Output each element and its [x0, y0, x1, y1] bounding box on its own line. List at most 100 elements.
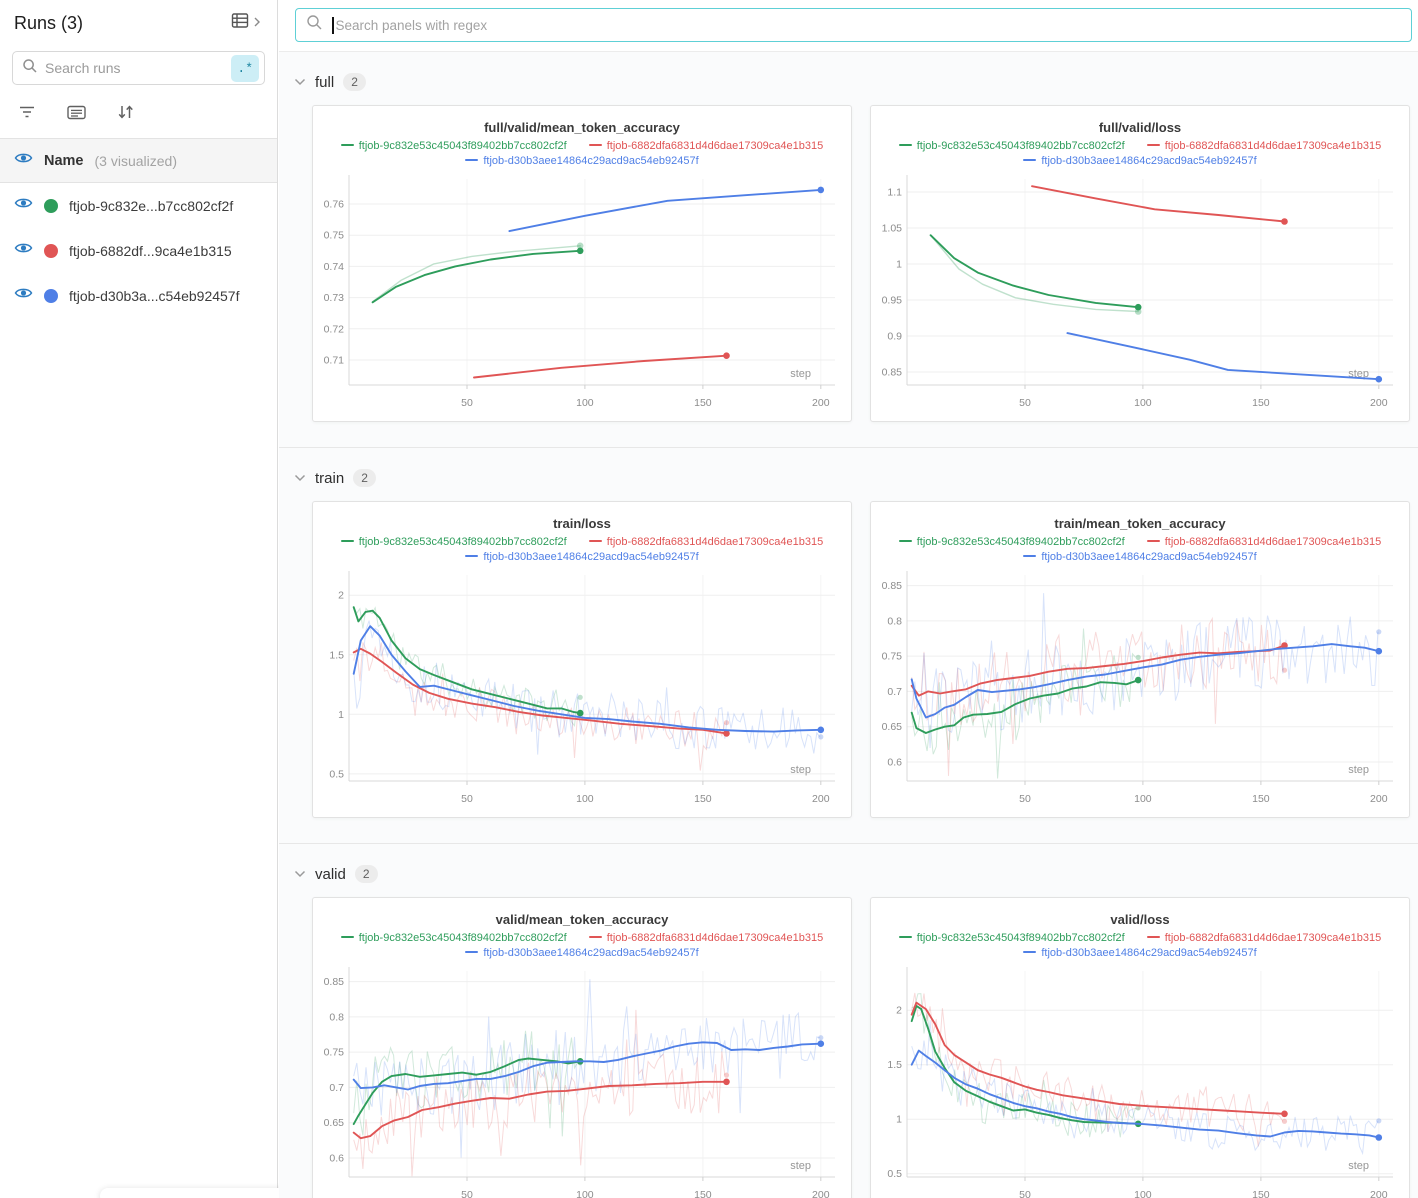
sort-icon[interactable] — [117, 104, 135, 125]
legend-entry[interactable]: ftjob-6882dfa6831d4d6dae17309ca4e1b315 — [1146, 931, 1382, 946]
chevron-down-icon[interactable] — [294, 469, 306, 487]
chart-plot[interactable]: 0.5 1 1.5 2 50 100 150 200 step — [315, 567, 849, 811]
visibility-eye-icon[interactable] — [14, 241, 33, 260]
run-row[interactable]: ftjob-d30b3a...c54eb92457f — [0, 273, 277, 318]
svg-text:0.85: 0.85 — [882, 580, 903, 592]
run-row[interactable]: ftjob-9c832e...b7cc802cf2f — [0, 183, 277, 228]
expand-table-button[interactable] — [231, 12, 261, 35]
legend-run-name: ftjob-6882dfa6831d4d6dae17309ca4e1b315 — [606, 932, 824, 944]
svg-text:200: 200 — [812, 793, 830, 805]
chart-panel[interactable]: train/loss ftjob-9c832e53c45043f89402bb7… — [312, 501, 852, 818]
chart-panel[interactable]: valid/loss ftjob-9c832e53c45043f89402bb7… — [870, 897, 1410, 1198]
panel-row: train/loss ftjob-9c832e53c45043f89402bb7… — [279, 496, 1418, 843]
chart-plot[interactable]: 0.5 1 1.5 2 50 100 150 200 step — [873, 963, 1407, 1198]
legend-entry[interactable]: ftjob-9c832e53c45043f89402bb7cc802cf2f — [898, 139, 1125, 154]
section-header[interactable]: train 2 — [279, 448, 1418, 496]
chart-panel[interactable]: full/valid/mean_token_accuracy ftjob-9c8… — [312, 105, 852, 422]
panel-sections: full 2 full/valid/mean_token_accuracy ft… — [279, 52, 1418, 1198]
svg-text:0.74: 0.74 — [324, 261, 345, 273]
filter-icon[interactable] — [18, 105, 36, 124]
regex-toggle-button[interactable]: .* — [231, 54, 259, 82]
chart-plot[interactable]: 0.6 0.65 0.7 0.75 0.8 0.85 50 100 150 200 step — [873, 567, 1407, 811]
legend-run-name: ftjob-6882dfa6831d4d6dae17309ca4e1b315 — [1164, 536, 1382, 548]
legend-entry[interactable]: ftjob-9c832e53c45043f89402bb7cc802cf2f — [898, 931, 1125, 946]
legend-swatch — [340, 143, 354, 147]
chart-legend-row-1: ftjob-9c832e53c45043f89402bb7cc802cf2f ft… — [873, 931, 1407, 946]
panel-search-bar: Search panels with regex — [279, 0, 1418, 52]
legend-entry[interactable]: ftjob-d30b3aee14864c29acd9ac54eb92457f — [1023, 550, 1257, 565]
legend-entry[interactable]: ftjob-6882dfa6831d4d6dae17309ca4e1b315 — [588, 139, 824, 154]
legend-swatch — [1023, 554, 1037, 558]
legend-entry[interactable]: ftjob-6882dfa6831d4d6dae17309ca4e1b315 — [1146, 139, 1381, 154]
chart-plot[interactable]: 0.71 0.72 0.73 0.74 0.75 0.76 50 100 150 200 step — [315, 171, 849, 415]
chart-legend-row-2: ftjob-d30b3aee14864c29acd9ac54eb92457f — [315, 946, 849, 961]
chevron-down-icon[interactable] — [294, 865, 306, 883]
section-header[interactable]: valid 2 — [279, 844, 1418, 892]
svg-text:step: step — [790, 1160, 811, 1172]
legend-entry[interactable]: ftjob-6882dfa6831d4d6dae17309ca4e1b315 — [1146, 535, 1382, 550]
legend-entry[interactable]: ftjob-d30b3aee14864c29acd9ac54eb92457f — [465, 154, 699, 169]
runs-search-input[interactable]: Search runs .* — [12, 51, 265, 85]
chart-panel[interactable]: full/valid/loss ftjob-9c832e53c45043f894… — [870, 105, 1410, 422]
run-row[interactable]: ftjob-6882df...9ca4e1b315 — [0, 228, 277, 273]
chart-panel[interactable]: train/mean_token_accuracy ftjob-9c832e53… — [870, 501, 1410, 818]
legend-entry[interactable]: ftjob-9c832e53c45043f89402bb7cc802cf2f — [340, 139, 567, 154]
legend-run-name: ftjob-6882dfa6831d4d6dae17309ca4e1b315 — [1164, 932, 1382, 944]
svg-text:0.75: 0.75 — [324, 1047, 345, 1059]
svg-text:0.75: 0.75 — [882, 651, 903, 663]
legend-entry[interactable]: ftjob-d30b3aee14864c29acd9ac54eb92457f — [465, 550, 699, 565]
search-icon — [22, 58, 38, 79]
svg-text:200: 200 — [1370, 397, 1388, 409]
runs-search-placeholder: Search runs — [45, 60, 121, 76]
legend-run-name: ftjob-9c832e53c45043f89402bb7cc802cf2f — [358, 932, 567, 944]
group-list-icon[interactable] — [67, 105, 86, 125]
chevron-down-icon[interactable] — [294, 73, 306, 91]
legend-entry[interactable]: ftjob-9c832e53c45043f89402bb7cc802cf2f — [340, 535, 567, 550]
section-count-badge: 2 — [353, 469, 376, 487]
visibility-eye-icon[interactable] — [14, 151, 33, 170]
svg-text:0.6: 0.6 — [887, 757, 902, 769]
legend-run-name: ftjob-9c832e53c45043f89402bb7cc802cf2f — [358, 140, 567, 152]
legend-entry[interactable]: ftjob-9c832e53c45043f89402bb7cc802cf2f — [340, 931, 567, 946]
chart-legend-row-2: ftjob-d30b3aee14864c29acd9ac54eb92457f — [873, 154, 1407, 169]
legend-entry[interactable]: ftjob-9c832e53c45043f89402bb7cc802cf2f — [898, 535, 1125, 550]
legend-run-name: ftjob-d30b3aee14864c29acd9ac54eb92457f — [1041, 947, 1257, 959]
legend-run-name: ftjob-d30b3aee14864c29acd9ac54eb92457f — [1041, 155, 1257, 167]
table-icon — [231, 12, 251, 35]
svg-text:2: 2 — [338, 590, 344, 602]
legend-entry[interactable]: ftjob-d30b3aee14864c29acd9ac54eb92457f — [465, 946, 699, 961]
legend-swatch — [588, 143, 602, 147]
visibility-eye-icon[interactable] — [14, 286, 33, 305]
legend-swatch — [588, 935, 602, 939]
svg-text:200: 200 — [812, 1189, 830, 1198]
panel-search-placeholder: Search panels with regex — [335, 17, 488, 33]
run-color-dot — [44, 198, 58, 213]
legend-swatch — [340, 935, 354, 939]
panel-search-input[interactable]: Search panels with regex — [295, 8, 1412, 42]
chart-panel[interactable]: valid/mean_token_accuracy ftjob-9c832e53… — [312, 897, 852, 1198]
section-count-badge: 2 — [343, 73, 366, 91]
svg-text:1: 1 — [896, 259, 902, 271]
section-label: full — [315, 73, 335, 91]
workspace-main: Search panels with regex full 2 full/val… — [279, 0, 1418, 1198]
legend-run-name: ftjob-9c832e53c45043f89402bb7cc802cf2f — [916, 536, 1125, 548]
legend-entry[interactable]: ftjob-d30b3aee14864c29acd9ac54eb92457f — [1023, 154, 1257, 169]
svg-text:100: 100 — [576, 397, 594, 409]
visibility-eye-icon[interactable] — [14, 196, 33, 215]
svg-text:step: step — [790, 764, 811, 776]
legend-entry[interactable]: ftjob-6882dfa6831d4d6dae17309ca4e1b315 — [588, 535, 823, 550]
legend-entry[interactable]: ftjob-d30b3aee14864c29acd9ac54eb92457f — [1023, 946, 1257, 961]
svg-text:50: 50 — [1019, 1189, 1031, 1198]
legend-entry[interactable]: ftjob-6882dfa6831d4d6dae17309ca4e1b315 — [588, 931, 824, 946]
section-header[interactable]: full 2 — [279, 52, 1418, 100]
svg-text:1: 1 — [338, 709, 344, 721]
visualized-count: (3 visualized) — [94, 152, 177, 169]
panel-row: valid/mean_token_accuracy ftjob-9c832e53… — [279, 892, 1418, 1198]
svg-text:100: 100 — [1134, 1189, 1152, 1198]
chart-plot[interactable]: 0.6 0.65 0.7 0.75 0.8 0.85 50 100 150 200 step — [315, 963, 849, 1198]
svg-text:100: 100 — [1134, 397, 1152, 409]
legend-run-name: ftjob-6882dfa6831d4d6dae17309ca4e1b315 — [606, 140, 824, 152]
legend-swatch — [898, 539, 912, 543]
